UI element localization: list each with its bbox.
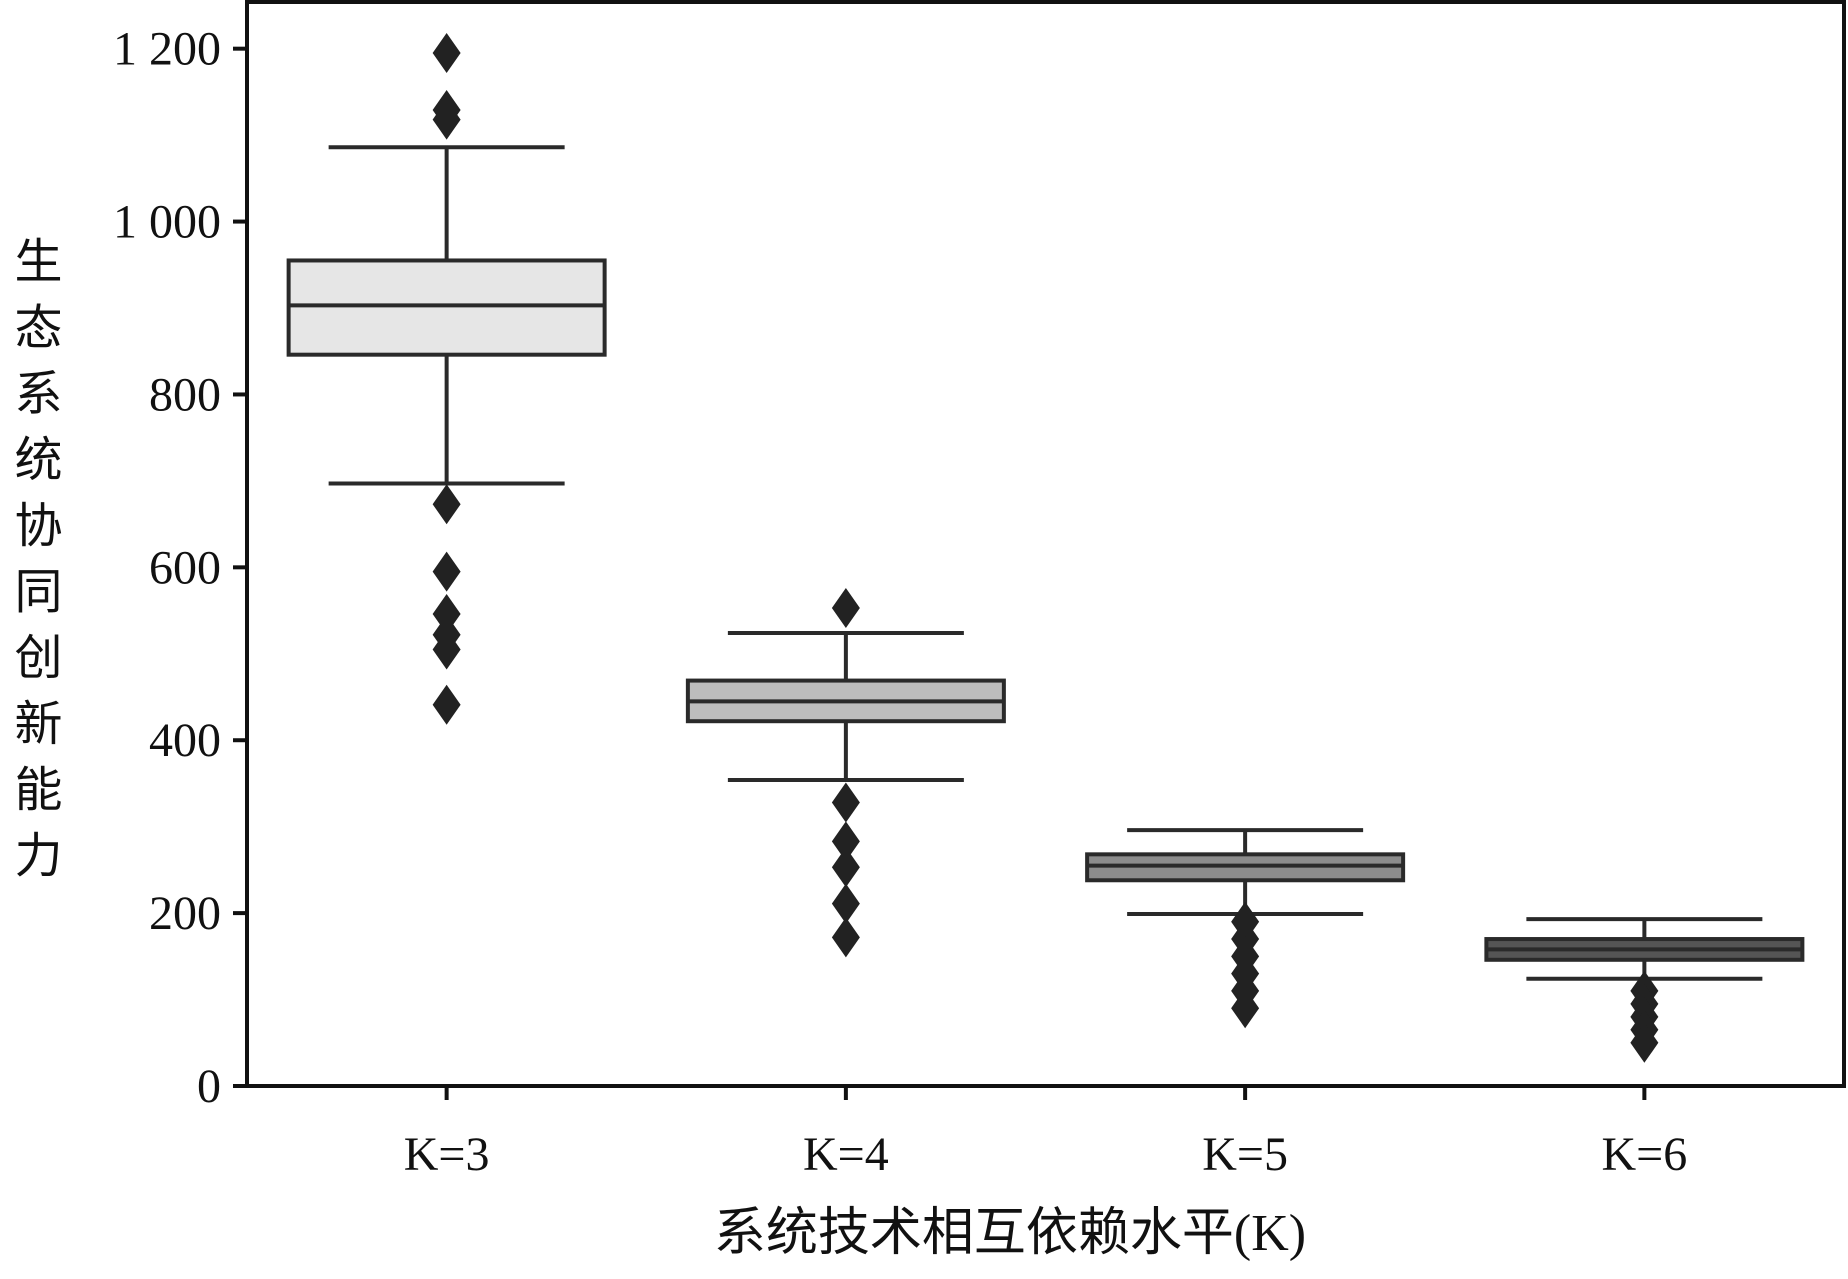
x-tick-label: K=4 <box>803 1128 889 1181</box>
y-tick-label: 400 <box>149 714 221 767</box>
outlier <box>432 594 461 635</box>
x-axis-title: 系统技术相互依赖水平(K) <box>714 1205 1306 1262</box>
box <box>286 258 607 357</box>
y-tick-label: 1 200 <box>113 23 221 76</box>
y-tick-label: 200 <box>149 887 221 940</box>
y-tick-label: 0 <box>197 1060 221 1113</box>
plot-frame <box>245 0 1846 1088</box>
outlier <box>1231 988 1260 1029</box>
outlier <box>432 551 461 592</box>
outlier <box>831 782 860 823</box>
y-tick-label: 1 000 <box>113 196 221 249</box>
x-tick-label: K=5 <box>1202 1128 1288 1181</box>
outlier <box>831 847 860 888</box>
outlier <box>831 587 860 628</box>
outlier <box>1630 1022 1659 1063</box>
y-axis-title: 生态系统协同创新能力 <box>7 236 62 896</box>
outlier <box>831 821 860 862</box>
outlier <box>831 917 860 958</box>
outlier <box>432 684 461 725</box>
outlier <box>432 99 461 140</box>
outlier <box>432 484 461 525</box>
x-tick-label: K=3 <box>404 1128 490 1181</box>
x-tick-label: K=6 <box>1602 1128 1688 1181</box>
outlier <box>831 883 860 924</box>
outlier <box>432 629 461 670</box>
y-tick-label: 800 <box>149 368 221 421</box>
outlier <box>432 33 461 74</box>
y-tick-label: 600 <box>149 541 221 594</box>
